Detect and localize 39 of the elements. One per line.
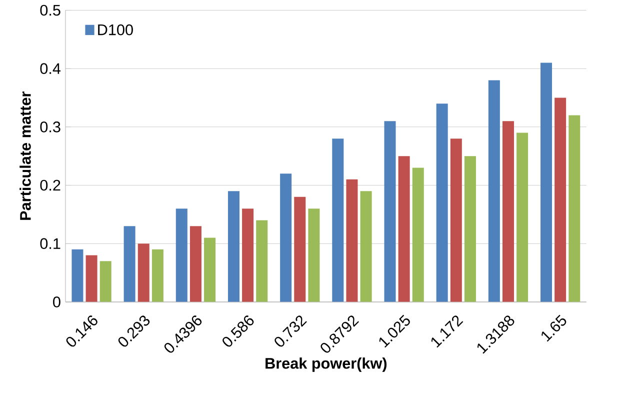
bar: [204, 238, 216, 302]
bar: [464, 156, 476, 302]
bar: [360, 190, 372, 302]
bar: [100, 260, 112, 302]
bar: [190, 226, 202, 302]
bar: [568, 115, 580, 302]
bar: [124, 226, 136, 302]
bar: [294, 196, 306, 302]
bar: [242, 208, 254, 302]
bar: [554, 98, 566, 302]
y-axis-title: Particulate matter: [20, 91, 31, 220]
y-tick-label: 0.3: [40, 121, 60, 132]
bar: [152, 249, 164, 302]
y-tick-label: 0.5: [40, 4, 60, 16]
y-tick-label: 0: [53, 296, 60, 308]
x-axis-title: Break power(kw): [266, 357, 387, 372]
bar: [502, 120, 514, 302]
bar: [138, 243, 150, 302]
bar: [308, 208, 320, 302]
y-tick-label: 0.4: [40, 62, 61, 74]
legend-label: D100: [98, 24, 133, 36]
bar: [228, 190, 240, 302]
bar: [256, 220, 268, 302]
bar: [450, 138, 462, 302]
bar: [176, 208, 188, 302]
bar: [384, 120, 396, 302]
bar: [540, 62, 552, 302]
y-tick-label: 0.1: [40, 238, 60, 249]
bar: [412, 168, 424, 302]
bar: [280, 173, 292, 302]
bar: [346, 179, 358, 302]
bar: [332, 138, 344, 302]
y-tick-label: 0.2: [40, 180, 60, 191]
bar: [72, 249, 84, 302]
bar: [436, 103, 448, 302]
bar: [398, 156, 410, 302]
bar: [488, 80, 500, 302]
bar: [86, 255, 98, 302]
bar: [516, 132, 528, 302]
